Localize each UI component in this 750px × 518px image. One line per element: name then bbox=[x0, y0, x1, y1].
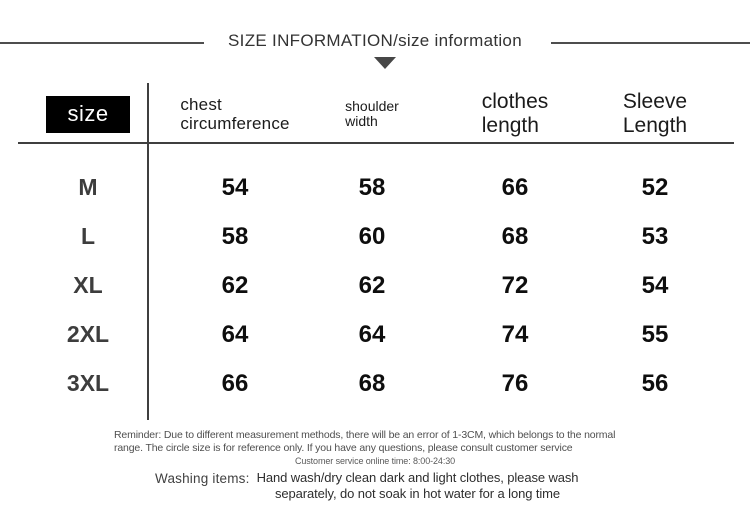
table-cell: 62 bbox=[358, 271, 386, 299]
table-cell: 58 bbox=[358, 173, 386, 201]
washing-instruction-line: Hand wash/dry clean dark and light cloth… bbox=[256, 470, 579, 485]
table-cell: 66 bbox=[221, 369, 249, 397]
table-cell: 76 bbox=[501, 369, 529, 397]
table-row: 2XL 64 64 74 55 bbox=[0, 310, 750, 359]
column-header-line: width bbox=[345, 113, 378, 129]
reminder-note: Reminder: Due to different measurement m… bbox=[114, 429, 674, 455]
column-header-chest: chest circumference bbox=[148, 85, 322, 143]
table-cell: 64 bbox=[221, 320, 249, 348]
table-cell: 55 bbox=[641, 320, 669, 348]
washing-instruction-line: separately, do not soak in hot water for… bbox=[274, 486, 561, 501]
size-column-divider bbox=[147, 83, 149, 420]
size-header-cell: size bbox=[0, 85, 148, 143]
washing-section: Washing items: Hand wash/dry clean dark … bbox=[155, 470, 579, 502]
header-underline bbox=[18, 142, 734, 144]
table-cell: 60 bbox=[358, 222, 386, 250]
column-header-line: Sleeve bbox=[622, 90, 688, 113]
title-divider-right bbox=[551, 42, 750, 44]
table-row: 3XL 66 68 76 56 bbox=[0, 359, 750, 408]
table-cell: 52 bbox=[641, 173, 669, 201]
reminder-line: Reminder: Due to different measurement m… bbox=[114, 429, 616, 441]
table-cell: 68 bbox=[501, 222, 529, 250]
table-header-row: size chest circumference shoulder width … bbox=[0, 85, 750, 143]
table-cell: 68 bbox=[358, 369, 386, 397]
table-cell: 58 bbox=[221, 222, 249, 250]
table-cell: 54 bbox=[641, 271, 669, 299]
table-cell: 53 bbox=[641, 222, 669, 250]
size-table-body: M 54 58 66 52 L 58 60 68 53 XL 62 62 72 … bbox=[0, 163, 750, 408]
reminder-line: range. The circle size is for reference … bbox=[114, 442, 573, 454]
table-cell: 62 bbox=[221, 271, 249, 299]
table-cell: 66 bbox=[501, 173, 529, 201]
size-header-badge: size bbox=[46, 95, 130, 133]
column-header-line: length bbox=[481, 114, 539, 137]
page-title: SIZE INFORMATION/size information bbox=[228, 31, 522, 50]
column-header-line: shoulder bbox=[345, 98, 399, 114]
washing-instructions: Hand wash/dry clean dark and light cloth… bbox=[257, 470, 579, 502]
washing-items-label: Washing items: bbox=[155, 471, 250, 486]
title-divider-left bbox=[0, 42, 204, 44]
size-label: L bbox=[80, 223, 96, 249]
table-row: XL 62 62 72 54 bbox=[0, 261, 750, 310]
table-row: M 54 58 66 52 bbox=[0, 163, 750, 212]
table-cell: 74 bbox=[501, 320, 529, 348]
size-label: M bbox=[78, 174, 98, 200]
table-cell: 64 bbox=[358, 320, 386, 348]
triangle-down-icon bbox=[374, 57, 396, 69]
column-header-sleeve: Sleeve Length bbox=[608, 85, 702, 143]
column-header-line: circumference bbox=[180, 114, 290, 133]
size-label: 3XL bbox=[66, 370, 110, 396]
column-header-line: clothes bbox=[481, 90, 549, 113]
table-cell: 54 bbox=[221, 173, 249, 201]
customer-service-note: Customer service online time: 8:00-24:30 bbox=[294, 456, 456, 466]
column-header-clothes: clothes length bbox=[422, 85, 608, 143]
table-cell: 56 bbox=[641, 369, 669, 397]
table-row: L 58 60 68 53 bbox=[0, 212, 750, 261]
table-cell: 72 bbox=[501, 271, 529, 299]
column-header-shoulder: shoulder width bbox=[322, 85, 422, 143]
column-header-line: Length bbox=[622, 114, 688, 137]
size-label: XL bbox=[73, 272, 103, 298]
size-label: 2XL bbox=[66, 321, 110, 347]
column-header-line: chest bbox=[180, 95, 222, 114]
